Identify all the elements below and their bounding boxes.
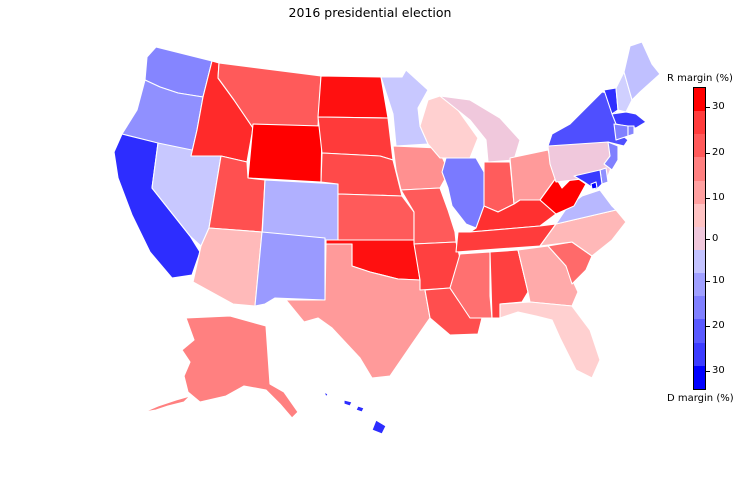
colorbar-tick-label: 0 bbox=[712, 232, 719, 244]
colorbar-tick-label: 30 bbox=[712, 364, 725, 376]
colorbar-bottom-label: D margin (%) bbox=[667, 393, 734, 404]
colorbar-tick bbox=[706, 106, 710, 108]
colorbar-segment bbox=[694, 342, 705, 366]
colorbar-segment bbox=[694, 249, 705, 274]
colorbar-segment bbox=[694, 296, 705, 320]
state-ME[interactable] bbox=[623, 41, 661, 101]
colorbar-tick bbox=[706, 280, 710, 282]
colorbar-tick bbox=[706, 370, 710, 372]
colorbar-tick bbox=[706, 152, 710, 154]
state-NJ[interactable] bbox=[603, 141, 619, 171]
colorbar-segment bbox=[694, 226, 705, 250]
map-title: 2016 presidential election bbox=[288, 5, 452, 20]
state-ND[interactable] bbox=[317, 75, 389, 119]
state-WY[interactable] bbox=[247, 123, 323, 183]
colorbar-tick-label: 10 bbox=[712, 274, 725, 286]
colorbar-top-label: R margin (%) bbox=[667, 73, 733, 84]
state-NH[interactable] bbox=[615, 71, 633, 113]
colorbar-tick-label: 10 bbox=[712, 192, 725, 204]
colorbar-segment bbox=[694, 111, 705, 135]
state-AK-islands bbox=[143, 395, 191, 413]
state-AZ[interactable] bbox=[192, 227, 263, 307]
colorbar-tick-label: 20 bbox=[712, 320, 725, 332]
colorbar-segment bbox=[694, 319, 705, 343]
state-IN[interactable] bbox=[483, 161, 515, 213]
colorbar-tick bbox=[706, 198, 710, 200]
state-KS[interactable] bbox=[337, 193, 415, 241]
colorbar-segment bbox=[694, 273, 705, 297]
colorbar-segment bbox=[694, 180, 705, 204]
state-DC[interactable] bbox=[590, 181, 598, 190]
colorbar-tick bbox=[706, 326, 710, 328]
state-IL[interactable] bbox=[441, 157, 487, 229]
colorbar-segment bbox=[694, 134, 705, 158]
state-MN[interactable] bbox=[380, 69, 429, 147]
colorbar-segment bbox=[694, 365, 705, 389]
state-NM[interactable] bbox=[254, 231, 326, 307]
state-HI[interactable] bbox=[371, 419, 387, 435]
state-RI[interactable] bbox=[627, 125, 635, 137]
colorbar-tick-label: 30 bbox=[712, 100, 725, 112]
state-CT[interactable] bbox=[613, 123, 629, 141]
colorbar-tick-label: 20 bbox=[712, 146, 725, 158]
colorbar-segment bbox=[694, 88, 705, 112]
colorbar-tick bbox=[706, 238, 710, 240]
colorbar-segment bbox=[694, 157, 705, 181]
colorbar bbox=[693, 87, 706, 390]
state-FL[interactable] bbox=[499, 301, 601, 379]
state-HI-islands bbox=[323, 391, 365, 413]
state-TX[interactable] bbox=[285, 243, 431, 379]
state-MO[interactable] bbox=[400, 187, 457, 245]
state-AK[interactable] bbox=[181, 315, 299, 419]
colorbar-segment bbox=[694, 203, 705, 227]
